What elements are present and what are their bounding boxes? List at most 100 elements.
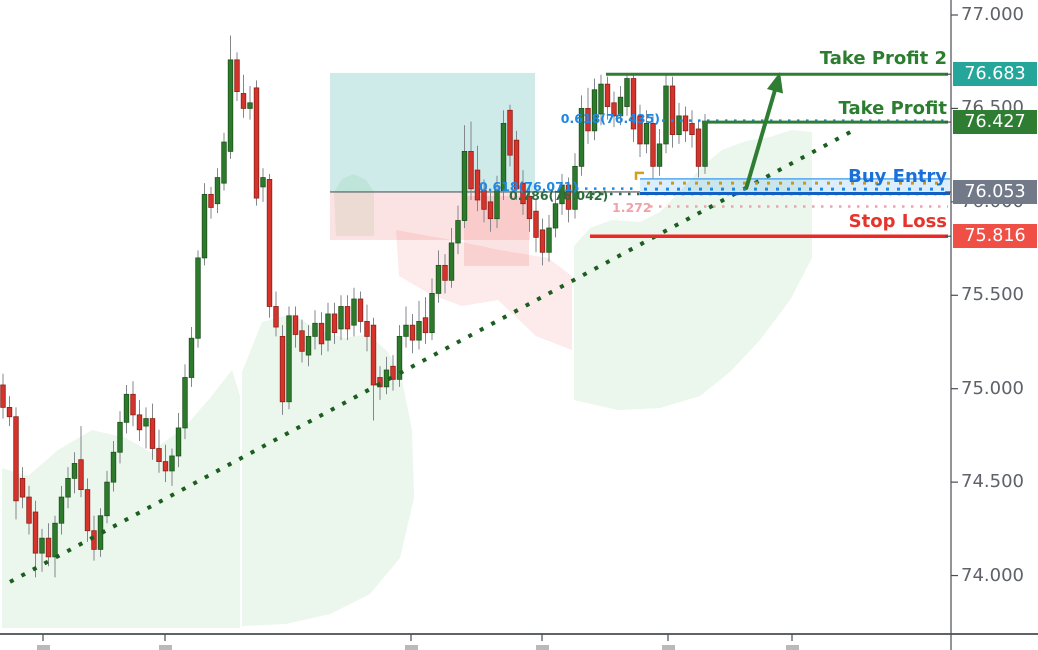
candle	[247, 86, 253, 120]
candle	[32, 500, 39, 578]
candle	[45, 523, 52, 567]
candle	[234, 52, 240, 101]
candle	[253, 80, 260, 206]
candle	[598, 74, 604, 126]
buy-entry-price-tag: 76.053	[953, 179, 1037, 204]
candle	[585, 87, 591, 144]
time-axis-clipped-label	[786, 645, 799, 650]
candle	[175, 412, 182, 468]
green-cloud	[574, 130, 812, 410]
candle	[552, 190, 559, 238]
price-axis[interactable]: 77.00076.50076.00075.50075.00074.50074.0…	[951, 0, 1038, 634]
candle	[65, 467, 71, 509]
candle	[52, 515, 58, 578]
candle	[266, 173, 273, 318]
candle	[58, 485, 65, 535]
candle	[149, 403, 156, 460]
buy-entry-zone[interactable]	[640, 178, 950, 194]
candle	[422, 297, 429, 344]
candle	[19, 467, 26, 509]
candle	[617, 86, 624, 126]
pink-cloud	[396, 230, 572, 350]
candle	[312, 310, 318, 350]
candle	[565, 177, 572, 223]
candle	[539, 218, 546, 266]
candle	[143, 407, 149, 449]
zone-corner-handle[interactable]	[634, 171, 644, 180]
candle	[169, 448, 175, 486]
candle	[481, 179, 487, 223]
candle	[318, 312, 325, 356]
take-profit-label: Take Profit	[838, 98, 947, 119]
candle	[13, 407, 19, 520]
candle	[526, 185, 533, 232]
candle	[273, 291, 279, 337]
candle	[188, 327, 195, 387]
candle	[357, 291, 364, 333]
ascending-trendline[interactable]	[9, 127, 857, 584]
candle	[6, 396, 13, 427]
candle	[78, 426, 84, 498]
candle	[260, 168, 266, 202]
candle	[286, 306, 292, 410]
time-axis-clipped-label	[536, 645, 549, 650]
stop-loss-price-tag: 75.816	[953, 224, 1037, 249]
price-axis-label: 75.000	[961, 377, 1024, 399]
candle	[377, 366, 383, 400]
take-profit-2-price-tag: 76.683	[953, 62, 1037, 87]
candle	[507, 104, 513, 167]
time-axis[interactable]	[0, 635, 1038, 650]
projection-arrow-shaft[interactable]	[744, 89, 777, 190]
candle	[624, 72, 630, 116]
green-cloud	[334, 174, 374, 236]
candle	[351, 287, 357, 337]
candle	[130, 381, 136, 427]
candle	[325, 302, 331, 352]
candle	[364, 304, 370, 352]
candle	[403, 306, 409, 348]
price-axis-label: 74.000	[961, 564, 1024, 586]
candle	[201, 183, 208, 266]
candle	[104, 470, 110, 524]
candle	[338, 295, 344, 341]
candle	[117, 411, 123, 464]
candle	[682, 106, 689, 143]
candle	[208, 186, 214, 219]
candle	[604, 76, 611, 120]
fib-retracement-label-618-lower: 0.618(76.071)	[479, 179, 579, 194]
candle	[650, 114, 656, 180]
take-profit-2-label: Take Profit 2	[819, 48, 947, 69]
price-axis-label: 74.500	[961, 471, 1024, 493]
candle	[611, 91, 617, 128]
candle	[455, 205, 461, 255]
candle	[240, 74, 247, 118]
candle	[221, 132, 227, 191]
candle	[390, 355, 396, 391]
candle	[695, 119, 702, 178]
candle	[110, 441, 117, 492]
candle	[689, 110, 695, 148]
candle	[26, 485, 32, 535]
price-axis-label: 75.500	[961, 284, 1024, 306]
fib-retracement-label-786: 0.786(76.042)	[509, 188, 609, 203]
candlestick-series	[0, 35, 708, 578]
candle	[162, 444, 169, 483]
candle	[559, 173, 565, 215]
candle	[331, 302, 338, 344]
candle	[591, 78, 598, 141]
candle	[214, 168, 221, 214]
candle	[344, 295, 351, 341]
candle	[643, 110, 650, 154]
fib-retracement-label-618-upper: 0.618(76.435)	[560, 111, 660, 126]
time-axis-clipped-label	[159, 645, 172, 650]
candle	[637, 104, 643, 158]
candle	[299, 319, 305, 363]
candle	[305, 325, 312, 367]
candle	[84, 478, 91, 542]
candle	[370, 317, 377, 421]
candle	[487, 190, 494, 232]
candle	[429, 278, 435, 341]
candle	[292, 306, 299, 348]
stop-loss-label: Stop Loss	[848, 211, 947, 232]
